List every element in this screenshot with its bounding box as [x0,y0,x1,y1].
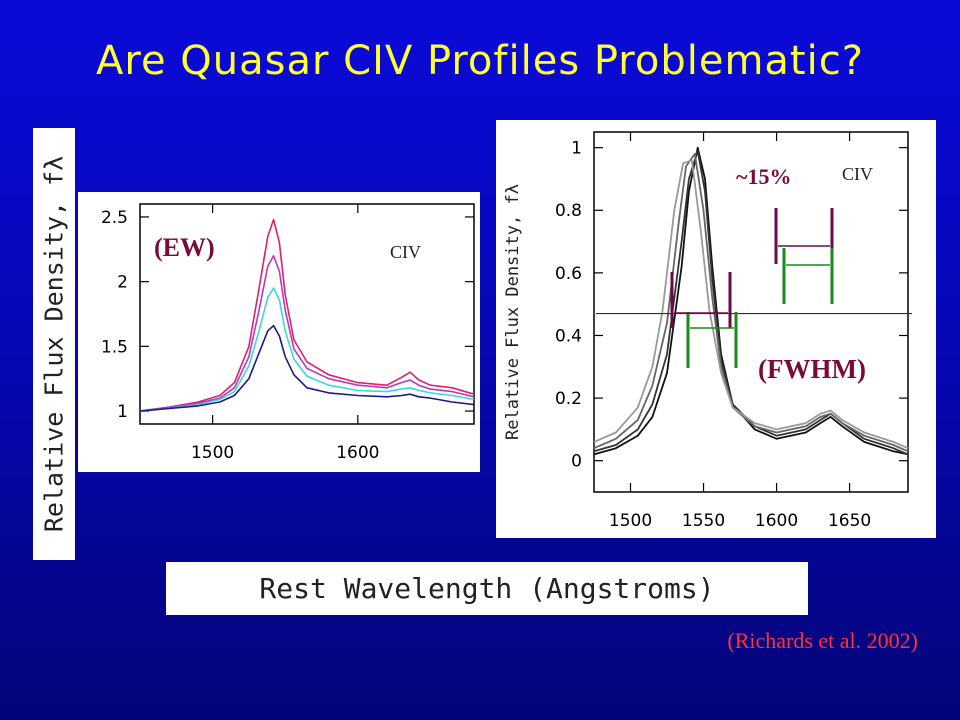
plot-frame [593,131,909,493]
fwhm-chart-panel: 1500 1550 1600 1650 0 0.2 0.4 0.6 0.8 1 Relative F… [496,120,936,538]
series-line-1 [139,218,475,412]
series-line-3 [593,153,909,453]
x-tick-label: 1600 [755,511,798,531]
y-axis-label-text: Relative Flux Density, fλ [39,155,69,533]
ew-chart-panel: 1500 1600 1 1.5 2 2.5 (EW) CIV [78,192,480,472]
y-tick-label: 1 [117,402,128,422]
shared-y-axis-label: Relative Flux Density, fλ [33,128,75,560]
civ-line-label: CIV [842,164,873,184]
series-line-2 [139,254,475,412]
ew-annotation: (EW) [154,233,215,262]
series-line-1 [593,146,909,456]
citation: (Richards et al. 2002) [727,628,918,653]
shared-x-axis-label: Rest Wavelength (Angstroms) [166,562,808,615]
plot-frame [139,203,475,425]
slide-title: Are Quasar CIV Profiles Problematic? [96,38,864,84]
series-line-4 [593,159,909,450]
y-tick-label: 0.8 [555,201,582,221]
series-line-2 [593,149,909,456]
x-tick-label: 1650 [828,511,871,531]
y-axis-label: Relative Flux Density, fλ [503,184,523,440]
x-tick-label: 1500 [191,443,234,463]
y-tick-label: 0 [571,452,582,472]
ew-chart: 1500 1600 1 1.5 2 2.5 (EW) CIV [101,203,475,463]
percent-annotation: ~15% [736,164,791,189]
y-tick-label: 0.2 [555,389,582,409]
fwhm-annotation: (FWHM) [758,354,866,384]
series-line-4 [139,324,475,412]
x-tick-label: 1550 [682,511,725,531]
y-tick-label: 1.5 [101,337,128,357]
y-tick-label: 2.5 [101,208,128,228]
x-axis-label-text: Rest Wavelength (Angstroms) [259,572,715,605]
y-tick-label: 2 [117,273,128,293]
series-line-3 [139,287,475,412]
y-tick-label: 1 [571,139,582,159]
x-tick-label: 1600 [336,443,379,463]
y-tick-label: 0.4 [555,326,582,346]
fwhm-chart: 1500 1550 1600 1650 0 0.2 0.4 0.6 0.8 1 Relative F… [503,131,912,531]
civ-line-label: CIV [390,242,421,262]
y-tick-label: 0.6 [555,264,582,284]
x-tick-label: 1500 [609,511,652,531]
